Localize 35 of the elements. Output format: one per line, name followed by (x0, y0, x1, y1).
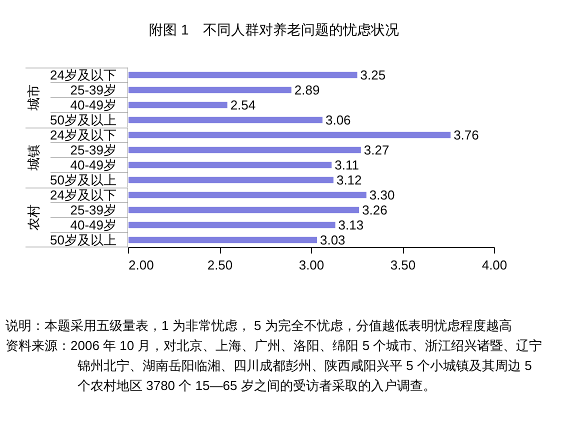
data-label: 3.11 (334, 158, 359, 172)
y-tick-label: 50岁及以上 (50, 112, 117, 128)
y-axis-title: 农村 (26, 204, 41, 230)
data-label: 3.12 (336, 172, 362, 188)
y-tick-label: 25-39岁 (70, 82, 116, 98)
chart-title: 附图 1 不同人群对养老问题的忧虑状况 (149, 22, 399, 38)
y-tick-label: 40-49岁 (70, 158, 116, 172)
y-tick-label: 25-39岁 (70, 202, 116, 218)
y-axis-title: 城镇 (26, 144, 41, 172)
data-label: 3.06 (325, 112, 351, 128)
x-tick-label: 4.00 (482, 258, 508, 272)
data-label: 3.27 (364, 142, 390, 158)
y-tick-label: 25-39岁 (70, 142, 116, 158)
y-tick-label: 50岁及以上 (50, 172, 117, 188)
text: 资料来源：2006 年 10 月，对北京、上海、广州、洛阳、绵阳 5 个城市、浙江绍兴诸暨、辽宁锦州北宁、湖南岳阳临湘、四川成都彭州、陕西咸阳兴平 5 个小城镇及其周边 5 个农村地区 3780 个 15—65 岁之间的受访者采取的入户调查。 (6, 338, 542, 393)
data-label: 2.89 (294, 82, 320, 98)
data-label: 3.30 (369, 188, 395, 202)
data-label: 3.76 (454, 128, 479, 142)
y-tick-label: 24岁及以下 (50, 128, 117, 142)
x-tick-label: 2.00 (128, 258, 154, 272)
y-tick-label: 24岁及以下 (50, 188, 117, 202)
data-label: 2.54 (230, 98, 256, 112)
data-label: 3.03 (320, 232, 346, 248)
text: 说明：本题采用五级量表，1 为非常忧虑， 5 为完全不忧虑，分值越低表明忧虑程度越高 (6, 318, 512, 333)
y-tick-label: 24岁及以下 (50, 68, 117, 82)
y-tick-label: 40-49岁 (70, 218, 116, 232)
data-label: 3.25 (360, 68, 386, 82)
data-label: 3.26 (362, 202, 388, 218)
data-label: 3.13 (338, 218, 364, 232)
y-axis-title: 城市 (26, 84, 41, 112)
y-tick-label: 50岁及以上 (50, 232, 117, 248)
x-tick-label: 2.50 (207, 258, 233, 272)
y-tick-label: 40-49岁 (70, 98, 116, 112)
x-tick-label: 3.00 (298, 258, 324, 272)
x-tick-label: 3.50 (390, 258, 416, 272)
